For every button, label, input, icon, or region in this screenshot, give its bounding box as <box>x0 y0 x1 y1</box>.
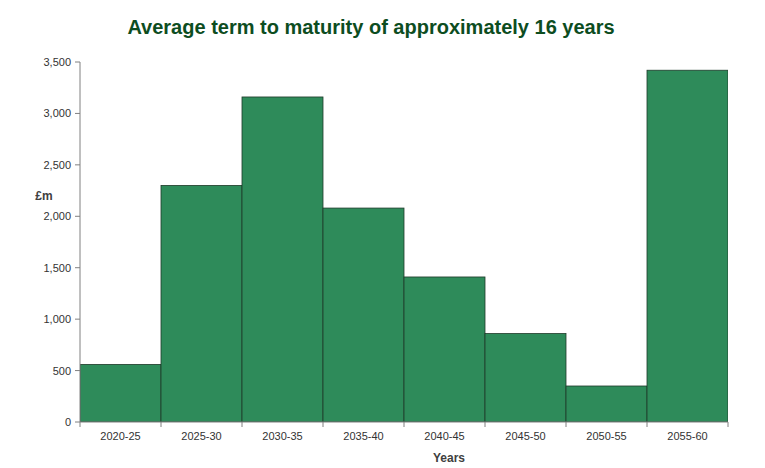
x-tick <box>485 422 486 427</box>
y-tick <box>75 370 80 371</box>
y-tick <box>75 164 80 165</box>
x-tick <box>566 422 567 427</box>
x-tick-label: 2030-35 <box>262 430 302 442</box>
bar <box>566 386 647 422</box>
y-tick <box>75 113 80 114</box>
x-tick-label: 2025-30 <box>181 430 221 442</box>
x-tick-label: 2020-25 <box>100 430 140 442</box>
y-tick-label: 3,500 <box>43 56 71 68</box>
x-tick-label: 2055-60 <box>667 430 707 442</box>
bar <box>647 70 728 422</box>
bar <box>485 334 566 422</box>
y-tick <box>75 62 80 63</box>
bar <box>404 277 485 422</box>
x-tick <box>404 422 405 427</box>
y-axis <box>80 62 81 422</box>
x-tick <box>728 422 729 427</box>
x-tick-label: 2050-55 <box>586 430 626 442</box>
x-tick <box>323 422 324 427</box>
y-tick <box>75 319 80 320</box>
y-tick-label: 500 <box>53 365 71 377</box>
x-tick <box>647 422 648 427</box>
bar <box>323 208 404 422</box>
x-tick-label: 2040-45 <box>424 430 464 442</box>
bar <box>161 185 242 422</box>
y-tick-label: 1,500 <box>43 262 71 274</box>
bar <box>242 97 323 422</box>
bar <box>80 364 161 422</box>
x-tick-label: 2045-50 <box>505 430 545 442</box>
y-axis-label: £m <box>35 189 52 203</box>
y-tick-label: 3,000 <box>43 107 71 119</box>
chart-container: Average term to maturity of approximatel… <box>0 0 765 468</box>
x-tick-label: 2035-40 <box>343 430 383 442</box>
y-tick-label: 1,000 <box>43 313 71 325</box>
y-tick-label: 0 <box>65 416 71 428</box>
chart-svg: Average term to maturity of approximatel… <box>0 0 765 468</box>
x-tick <box>161 422 162 427</box>
y-tick-label: 2,500 <box>43 159 71 171</box>
y-tick <box>75 267 80 268</box>
x-axis-label: Years <box>433 451 465 465</box>
x-tick <box>80 422 81 427</box>
y-tick <box>75 216 80 217</box>
title: Average term to maturity of approximatel… <box>127 16 614 38</box>
y-tick-label: 2,000 <box>43 210 71 222</box>
y-tick <box>75 422 80 423</box>
x-tick <box>242 422 243 427</box>
bars <box>80 70 728 422</box>
